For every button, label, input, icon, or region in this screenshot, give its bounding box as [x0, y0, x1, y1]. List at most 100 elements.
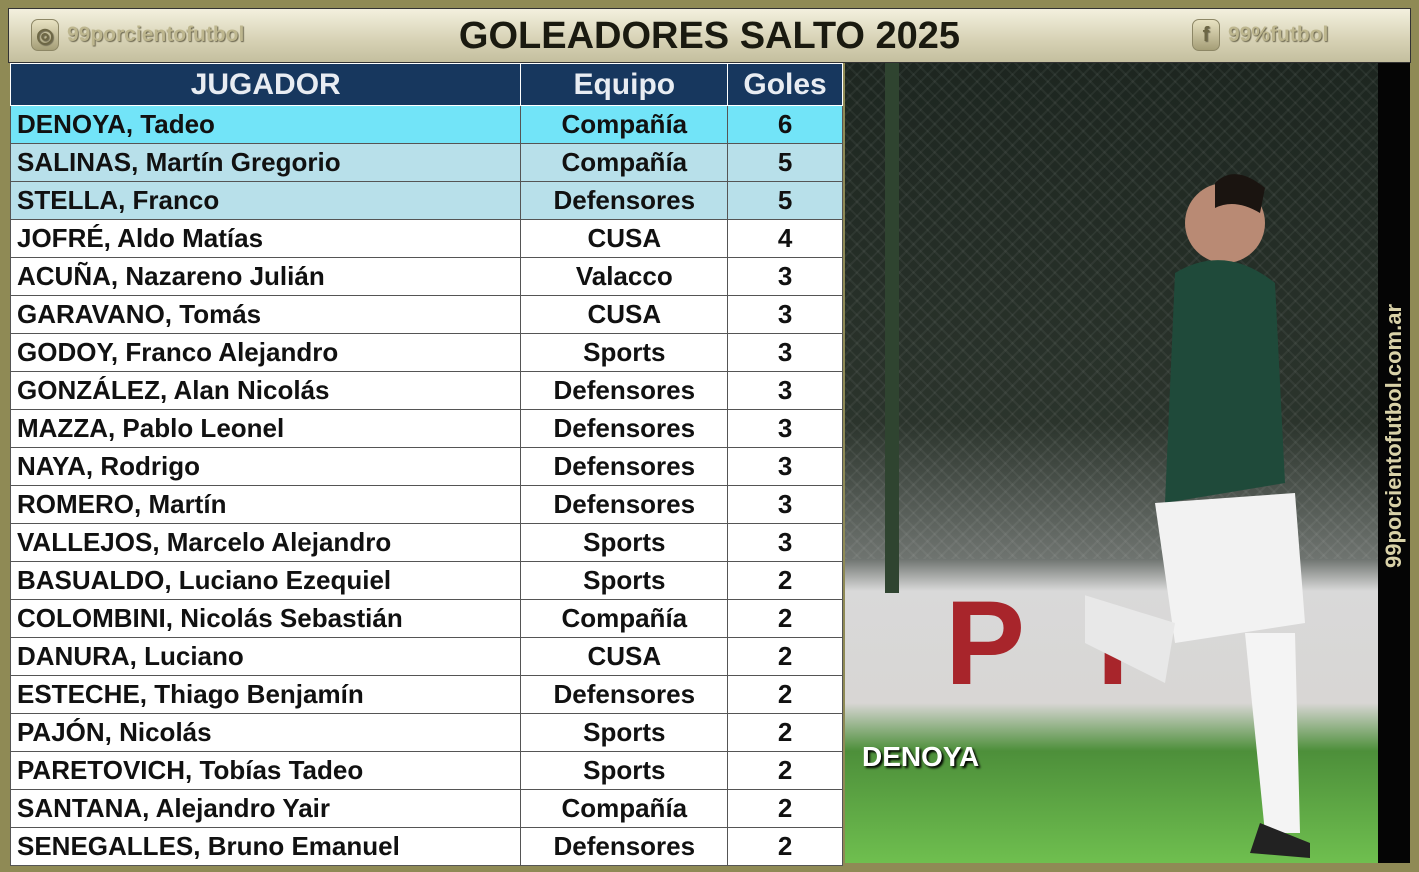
cell-player: PAJÓN, Nicolás	[9, 713, 522, 752]
table-row: PAJÓN, Nicolás Sports 2	[9, 713, 843, 752]
table-row: DANURA, Luciano CUSA 2	[9, 637, 843, 676]
table-row: PARETOVICH, Tobías Tadeo Sports 2	[9, 751, 843, 790]
instagram-handle-text: 99porcientofutbol	[67, 23, 245, 46]
cell-goals: 3	[727, 409, 843, 448]
cell-player: ROMERO, Martín	[9, 485, 522, 524]
cell-goals: 3	[727, 485, 843, 524]
cell-team: Compañía	[520, 599, 729, 638]
cell-goals: 2	[727, 789, 843, 828]
table-row: BASUALDO, Luciano Ezequiel Sports 2	[9, 561, 843, 600]
table-row: GARAVANO, Tomás CUSA 3	[9, 295, 843, 334]
cell-goals: 2	[727, 827, 843, 866]
cell-team: CUSA	[520, 637, 729, 676]
website-strip	[1378, 63, 1410, 863]
cell-team: Defensores	[520, 675, 729, 714]
header-banner: ◎ 99porcientofutbol GOLEADORES SALTO 202…	[8, 8, 1411, 63]
cell-team: Sports	[520, 751, 729, 790]
cell-player: DANURA, Luciano	[9, 637, 522, 676]
cell-goals: 3	[727, 447, 843, 486]
table-row: ROMERO, Martín Defensores 3	[9, 485, 843, 524]
cell-player: SALINAS, Martín Gregorio	[9, 143, 522, 182]
cell-team: Sports	[520, 523, 729, 562]
table-row: GODOY, Franco Alejandro Sports 3	[9, 333, 843, 372]
cell-goals: 2	[727, 675, 843, 714]
facebook-handle: f 99%futbol	[1192, 19, 1328, 51]
cell-player: BASUALDO, Luciano Ezequiel	[9, 561, 522, 600]
cell-goals: 2	[727, 561, 843, 600]
table-row: ACUÑA, Nazareno Julián Valacco 3	[9, 257, 843, 296]
cell-player: JOFRÉ, Aldo Matías	[9, 219, 522, 258]
table-row: JOFRÉ, Aldo Matías CUSA 4	[9, 219, 843, 258]
cell-team: Defensores	[520, 409, 729, 448]
cell-team: Compañía	[520, 143, 729, 182]
table-row: ESTECHE, Thiago Benjamín Defensores 2	[9, 675, 843, 714]
table-row: SALINAS, Martín Gregorio Compañía 5	[9, 143, 843, 182]
cell-player: MAZZA, Pablo Leonel	[9, 409, 522, 448]
column-header-player: JUGADOR	[9, 63, 522, 106]
table-row: NAYA, Rodrigo Defensores 3	[9, 447, 843, 486]
cell-team: Valacco	[520, 257, 729, 296]
table-row: SENEGALLES, Bruno Emanuel Defensores 2	[9, 827, 843, 866]
cell-team: Sports	[520, 713, 729, 752]
facebook-handle-text: 99%futbol	[1228, 23, 1329, 46]
cell-team: Defensores	[520, 827, 729, 866]
table-row: GONZÁLEZ, Alan Nicolás Defensores 3	[9, 371, 843, 410]
cell-goals: 4	[727, 219, 843, 258]
player-figure	[1085, 174, 1310, 858]
pole	[885, 63, 899, 593]
cell-team: CUSA	[520, 219, 729, 258]
cell-player: GARAVANO, Tomás	[9, 295, 522, 334]
cell-player: SENEGALLES, Bruno Emanuel	[9, 827, 522, 866]
table-row: DENOYA, Tadeo Compañía 6	[9, 105, 843, 144]
column-header-goals: Goles	[727, 63, 843, 106]
cell-player: SANTANA, Alejandro Yair	[9, 789, 522, 828]
netting	[845, 63, 1378, 559]
table-row: MAZZA, Pablo Leonel Defensores 3	[9, 409, 843, 448]
cell-goals: 5	[727, 143, 843, 182]
cell-player: STELLA, Franco	[9, 181, 522, 220]
cell-player: ESTECHE, Thiago Benjamín	[9, 675, 522, 714]
scorers-table: JUGADOR Equipo Goles DENOYA, Tadeo Compañ…	[9, 63, 843, 866]
cell-goals: 2	[727, 599, 843, 638]
photo-caption: DENOYA	[862, 741, 980, 772]
table-row: SANTANA, Alejandro Yair Compañía 2	[9, 789, 843, 828]
cell-team: Compañía	[520, 789, 729, 828]
cell-team: Defensores	[520, 371, 729, 410]
table-header: JUGADOR Equipo Goles	[9, 63, 843, 106]
instagram-icon: ◎	[31, 19, 59, 51]
cell-goals: 5	[727, 181, 843, 220]
cell-team: Defensores	[520, 485, 729, 524]
cell-goals: 3	[727, 295, 843, 334]
cell-team: Sports	[520, 333, 729, 372]
cell-player: COLOMBINI, Nicolás Sebastián	[9, 599, 522, 638]
cell-player: PARETOVICH, Tobías Tadeo	[9, 751, 522, 790]
cell-team: Compañía	[520, 105, 729, 144]
cell-player: DENOYA, Tadeo	[9, 105, 522, 144]
cell-goals: 3	[727, 371, 843, 410]
cell-goals: 3	[727, 333, 843, 372]
cell-player: GODOY, Franco Alejandro	[9, 333, 522, 372]
player-photo: P r DENOYA	[845, 63, 1378, 863]
page-title: GOLEADORES SALTO 2025	[458, 15, 961, 57]
cell-player: ACUÑA, Nazareno Julián	[9, 257, 522, 296]
cell-player: GONZÁLEZ, Alan Nicolás	[9, 371, 522, 410]
table-row: COLOMBINI, Nicolás Sebastián Compañía 2	[9, 599, 843, 638]
facebook-icon: f	[1192, 19, 1220, 51]
cell-goals: 2	[727, 713, 843, 752]
cell-player: VALLEJOS, Marcelo Alejandro	[9, 523, 522, 562]
cell-team: Sports	[520, 561, 729, 600]
column-header-team: Equipo	[520, 63, 729, 106]
cell-team: Defensores	[520, 447, 729, 486]
cell-team: Defensores	[520, 181, 729, 220]
website-watermark: 99porcientofutbol.com.ar	[1381, 303, 1406, 569]
table-row: STELLA, Franco Defensores 5	[9, 181, 843, 220]
cell-goals: 3	[727, 257, 843, 296]
cell-team: CUSA	[520, 295, 729, 334]
instagram-handle: ◎ 99porcientofutbol	[31, 19, 244, 51]
cell-goals: 2	[727, 751, 843, 790]
cell-player: NAYA, Rodrigo	[9, 447, 522, 486]
cell-goals: 6	[727, 105, 843, 144]
cell-goals: 2	[727, 637, 843, 676]
table-row: VALLEJOS, Marcelo Alejandro Sports 3	[9, 523, 843, 562]
cell-goals: 3	[727, 523, 843, 562]
